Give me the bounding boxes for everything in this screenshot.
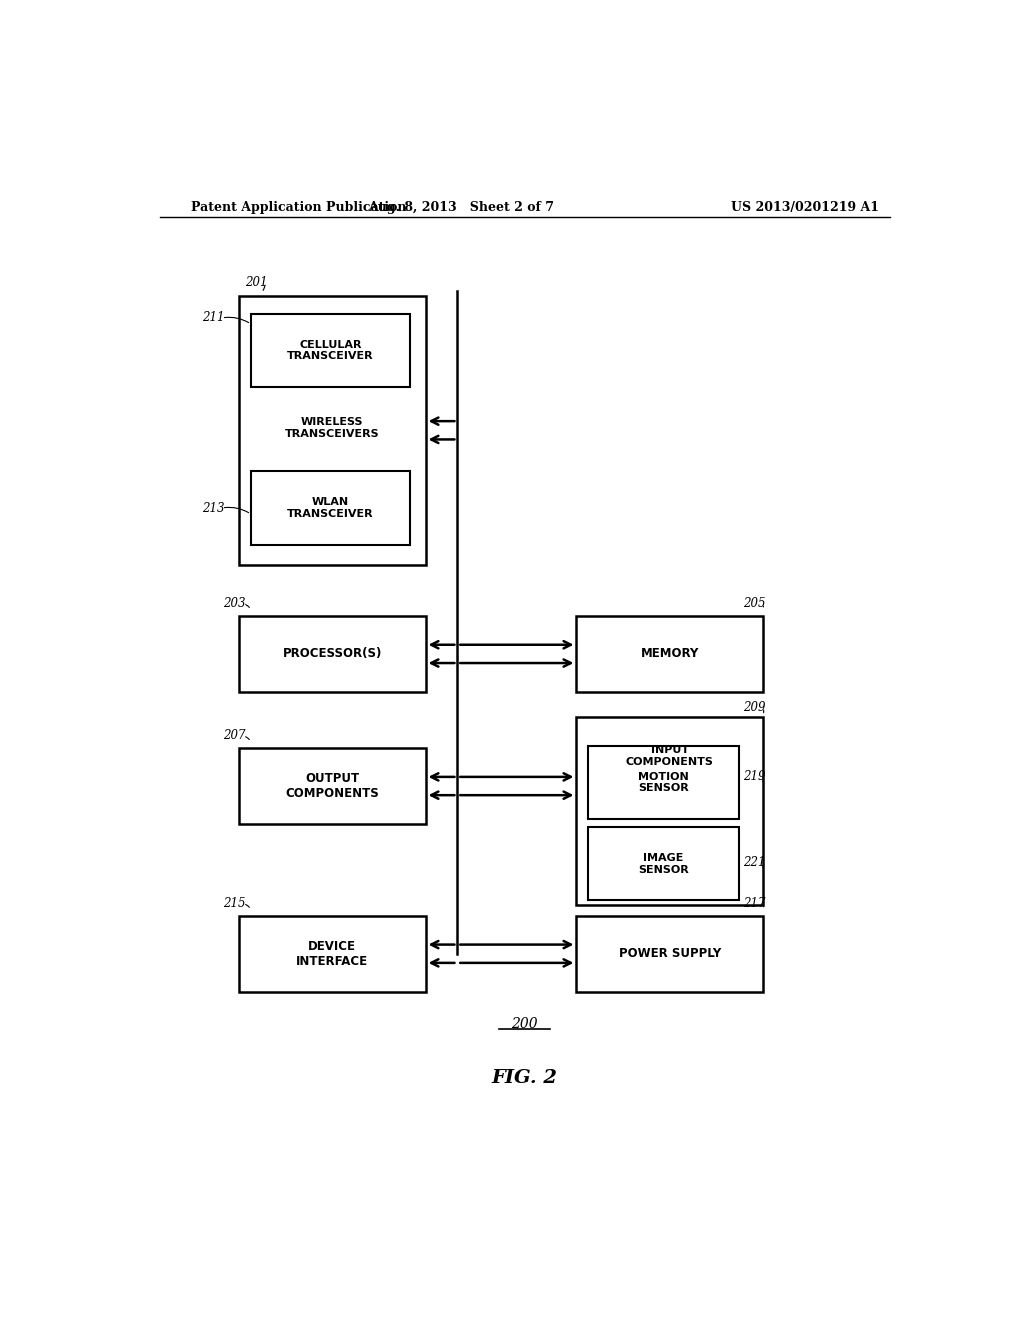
FancyBboxPatch shape [251, 471, 410, 545]
Text: 215: 215 [223, 896, 246, 909]
Text: WLAN
TRANSCEIVER: WLAN TRANSCEIVER [287, 498, 374, 519]
Text: 201: 201 [246, 276, 268, 289]
Text: 219: 219 [743, 770, 766, 783]
Text: 207: 207 [223, 729, 246, 742]
Text: CELLULAR
TRANSCEIVER: CELLULAR TRANSCEIVER [287, 339, 374, 362]
FancyBboxPatch shape [240, 296, 426, 565]
FancyBboxPatch shape [577, 916, 763, 991]
Text: 200: 200 [511, 1018, 539, 1031]
Text: 213: 213 [202, 502, 224, 515]
Text: DEVICE
INTERFACE: DEVICE INTERFACE [296, 940, 369, 968]
FancyBboxPatch shape [240, 916, 426, 991]
Text: MEMORY: MEMORY [640, 647, 698, 660]
Text: Patent Application Publication: Patent Application Publication [191, 201, 407, 214]
Text: MOTION
SENSOR: MOTION SENSOR [638, 772, 689, 793]
FancyBboxPatch shape [240, 616, 426, 692]
Text: POWER SUPPLY: POWER SUPPLY [618, 948, 721, 960]
FancyBboxPatch shape [588, 828, 739, 900]
Text: 221: 221 [743, 857, 766, 870]
Text: PROCESSOR(S): PROCESSOR(S) [283, 647, 382, 660]
FancyBboxPatch shape [240, 748, 426, 824]
Text: 217: 217 [743, 896, 766, 909]
Text: FIG. 2: FIG. 2 [492, 1069, 558, 1088]
FancyBboxPatch shape [577, 718, 763, 906]
Text: US 2013/0201219 A1: US 2013/0201219 A1 [731, 201, 880, 214]
FancyBboxPatch shape [588, 746, 739, 818]
Text: INPUT
COMPONENTS: INPUT COMPONENTS [626, 746, 714, 767]
FancyBboxPatch shape [251, 314, 410, 387]
Text: 205: 205 [743, 597, 766, 610]
Text: IMAGE
SENSOR: IMAGE SENSOR [638, 853, 689, 875]
Text: 209: 209 [743, 701, 766, 714]
Text: 211: 211 [202, 312, 224, 325]
Text: WIRELESS
TRANSCEIVERS: WIRELESS TRANSCEIVERS [285, 417, 380, 440]
Text: OUTPUT
COMPONENTS: OUTPUT COMPONENTS [286, 772, 379, 800]
FancyBboxPatch shape [577, 616, 763, 692]
Text: Aug. 8, 2013   Sheet 2 of 7: Aug. 8, 2013 Sheet 2 of 7 [369, 201, 554, 214]
Text: 203: 203 [223, 597, 246, 610]
